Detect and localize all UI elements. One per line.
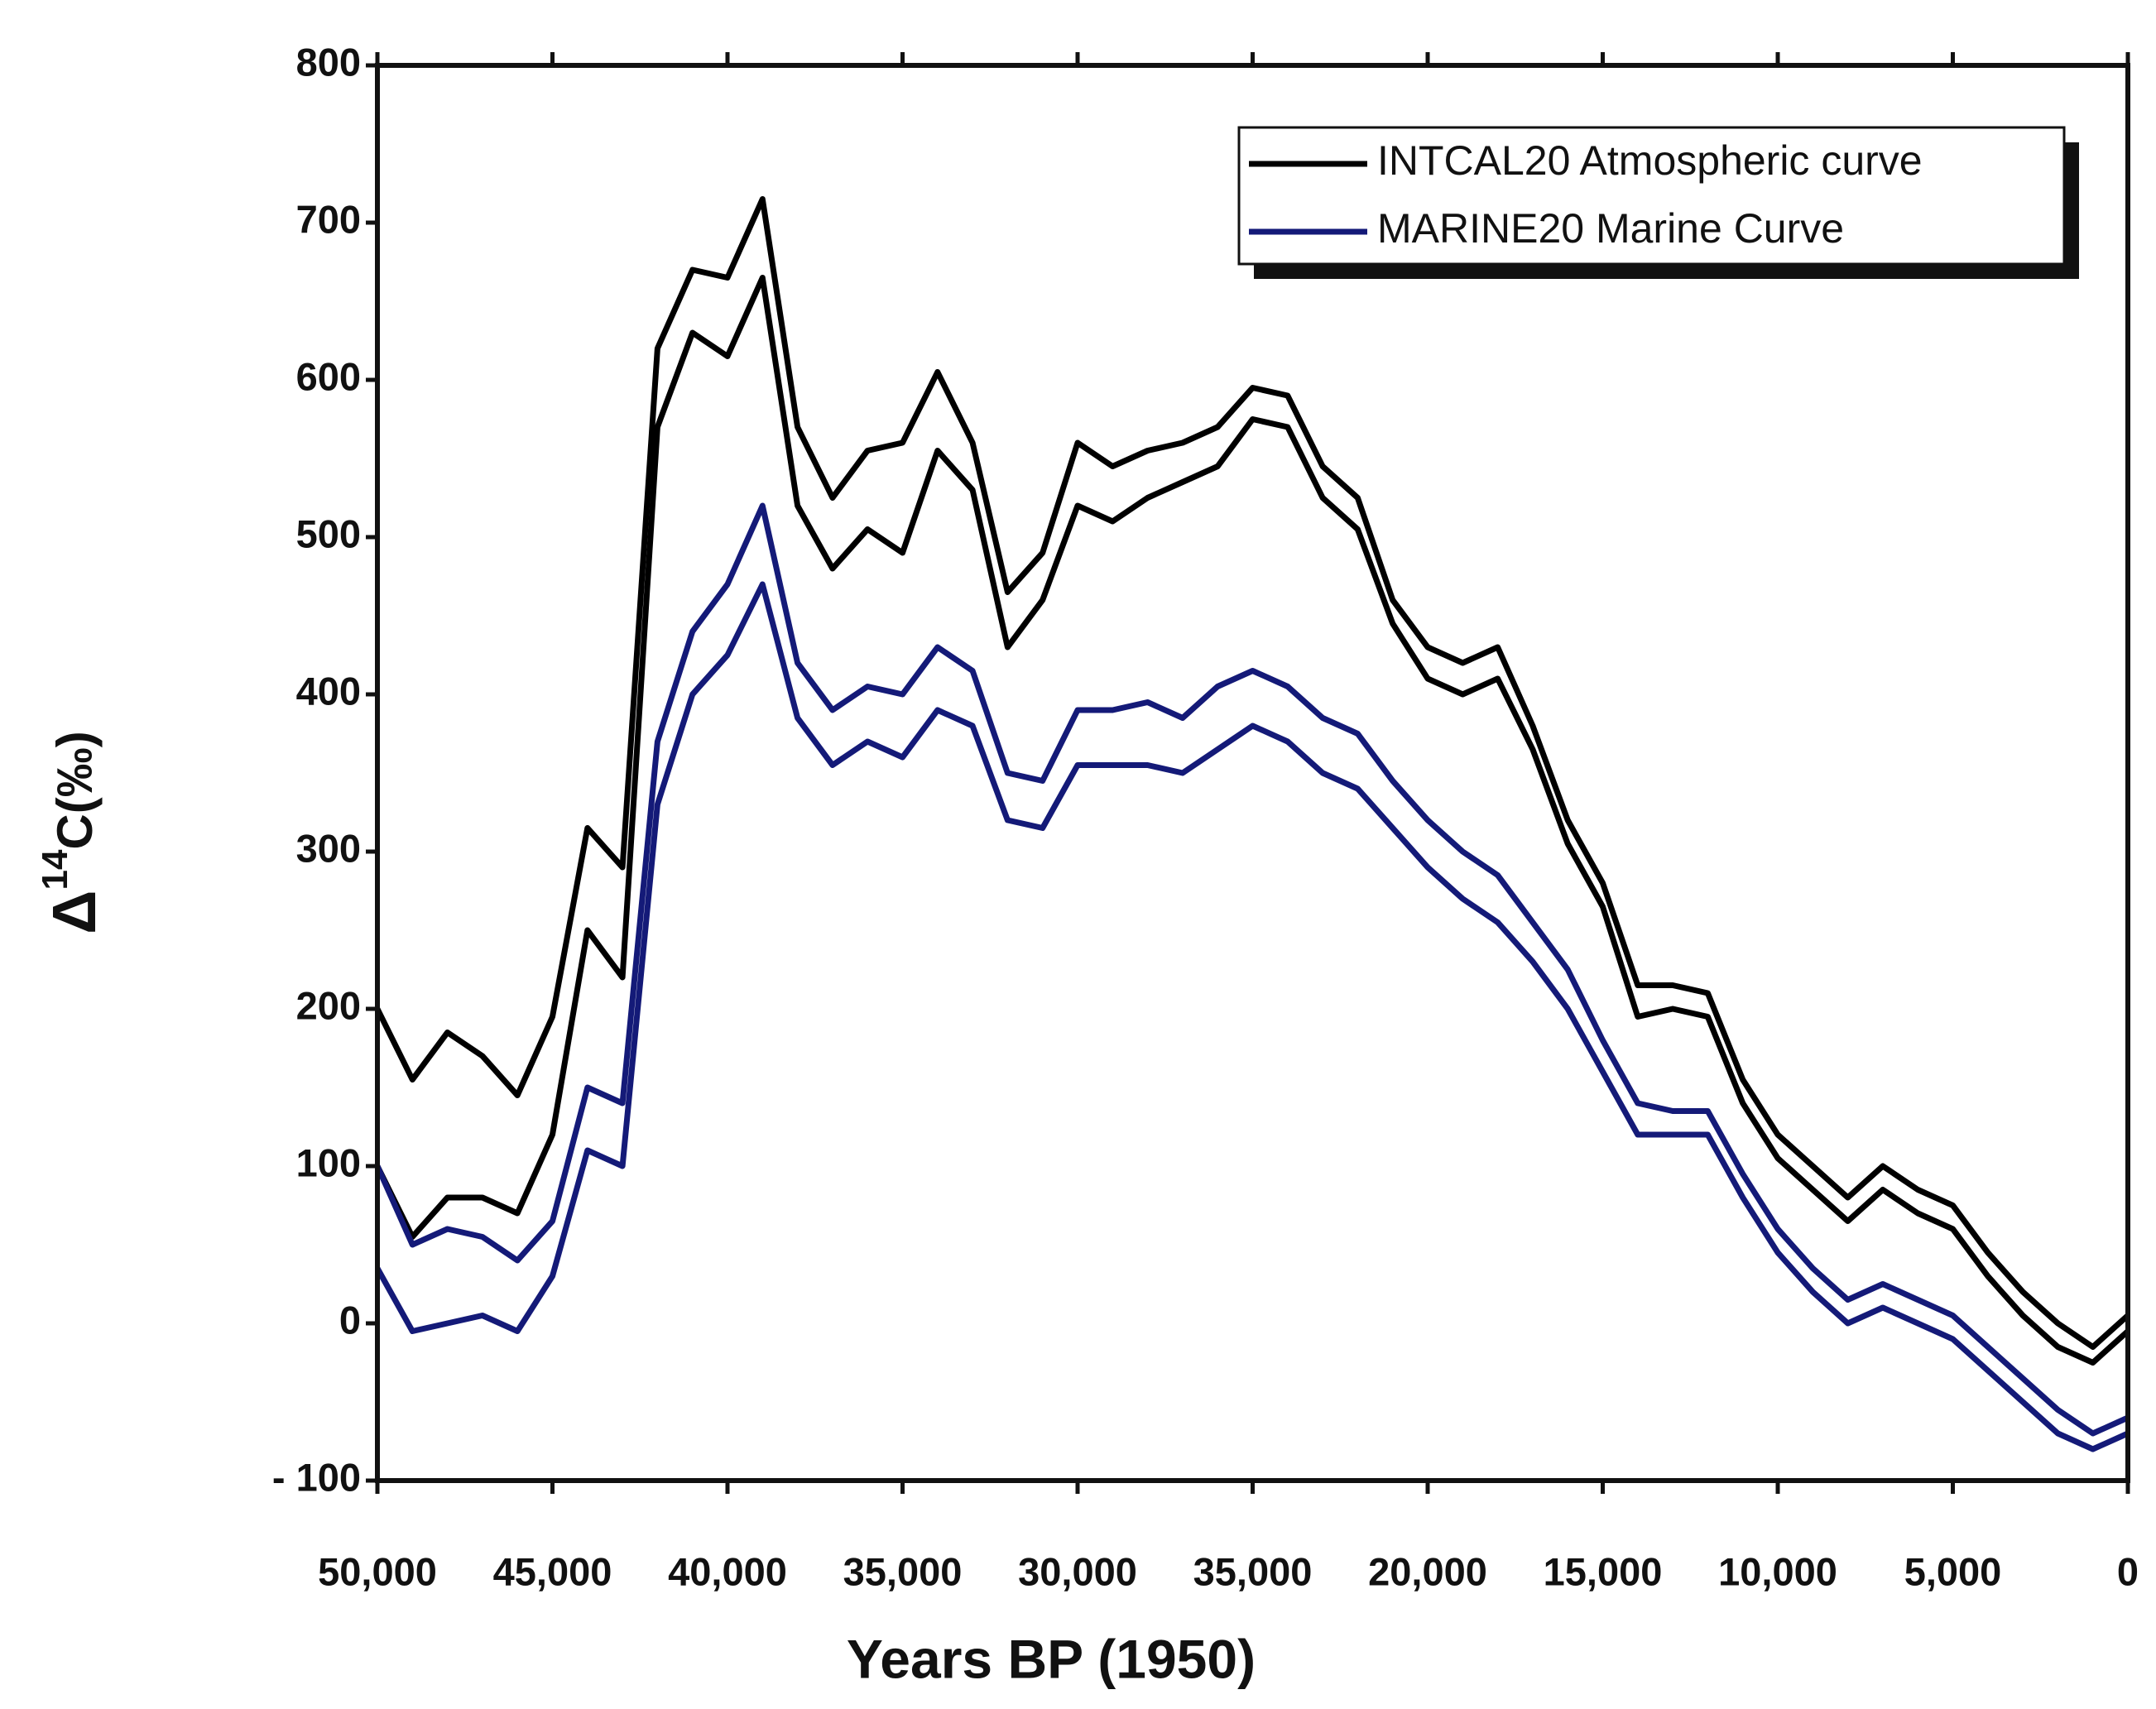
y-tick-label: - 100 xyxy=(272,1455,361,1499)
x-axis-label: Years BP (1950) xyxy=(847,1628,1256,1689)
legend-label: MARINE20 Marine Curve xyxy=(1377,205,1844,252)
x-tick-label: 45,000 xyxy=(493,1549,612,1593)
y-tick-label: 600 xyxy=(296,354,361,398)
y-tick-label: 700 xyxy=(296,197,361,241)
x-tick-label: 0 xyxy=(2117,1549,2139,1593)
y-axis-label-part: C(‰) xyxy=(47,731,103,849)
y-tick-label: 0 xyxy=(339,1298,361,1342)
x-tick-label: 40,000 xyxy=(668,1549,787,1593)
y-tick-label: 800 xyxy=(296,40,361,84)
y-tick-label: 100 xyxy=(296,1140,361,1184)
x-tick-label: 15,000 xyxy=(1544,1549,1663,1593)
legend-box xyxy=(1237,126,2066,266)
x-tick-label: 35,000 xyxy=(1193,1549,1313,1593)
y-axis-label-part: Δ xyxy=(40,891,108,934)
series-line xyxy=(374,196,2130,1350)
series-line xyxy=(374,502,2130,1437)
x-tick-label: 5,000 xyxy=(1904,1549,2002,1593)
legend-label: INTCAL20 Atmospheric curve xyxy=(1377,137,1923,184)
x-tick-label: 30,000 xyxy=(1018,1549,1137,1593)
series-line xyxy=(374,581,2130,1452)
plot-frame xyxy=(375,63,2130,1483)
x-tick-label: 50,000 xyxy=(318,1549,437,1593)
x-tick-label: 20,000 xyxy=(1368,1549,1487,1593)
legend: INTCAL20 Atmospheric curve MARINE20 Marin… xyxy=(1237,126,2079,279)
series-line xyxy=(374,275,2130,1366)
x-tick-label: 10,000 xyxy=(1718,1549,1837,1593)
y-tick-label: 500 xyxy=(296,511,361,555)
y-tick-label: 300 xyxy=(296,826,361,870)
x-tick-label: 35,000 xyxy=(843,1549,963,1593)
y-axis-label-part: 14 xyxy=(35,849,75,890)
y-tick-label: 200 xyxy=(296,983,361,1027)
y-axis-label: Δ14C(‰) xyxy=(35,731,108,934)
y-tick-label: 400 xyxy=(296,669,361,713)
